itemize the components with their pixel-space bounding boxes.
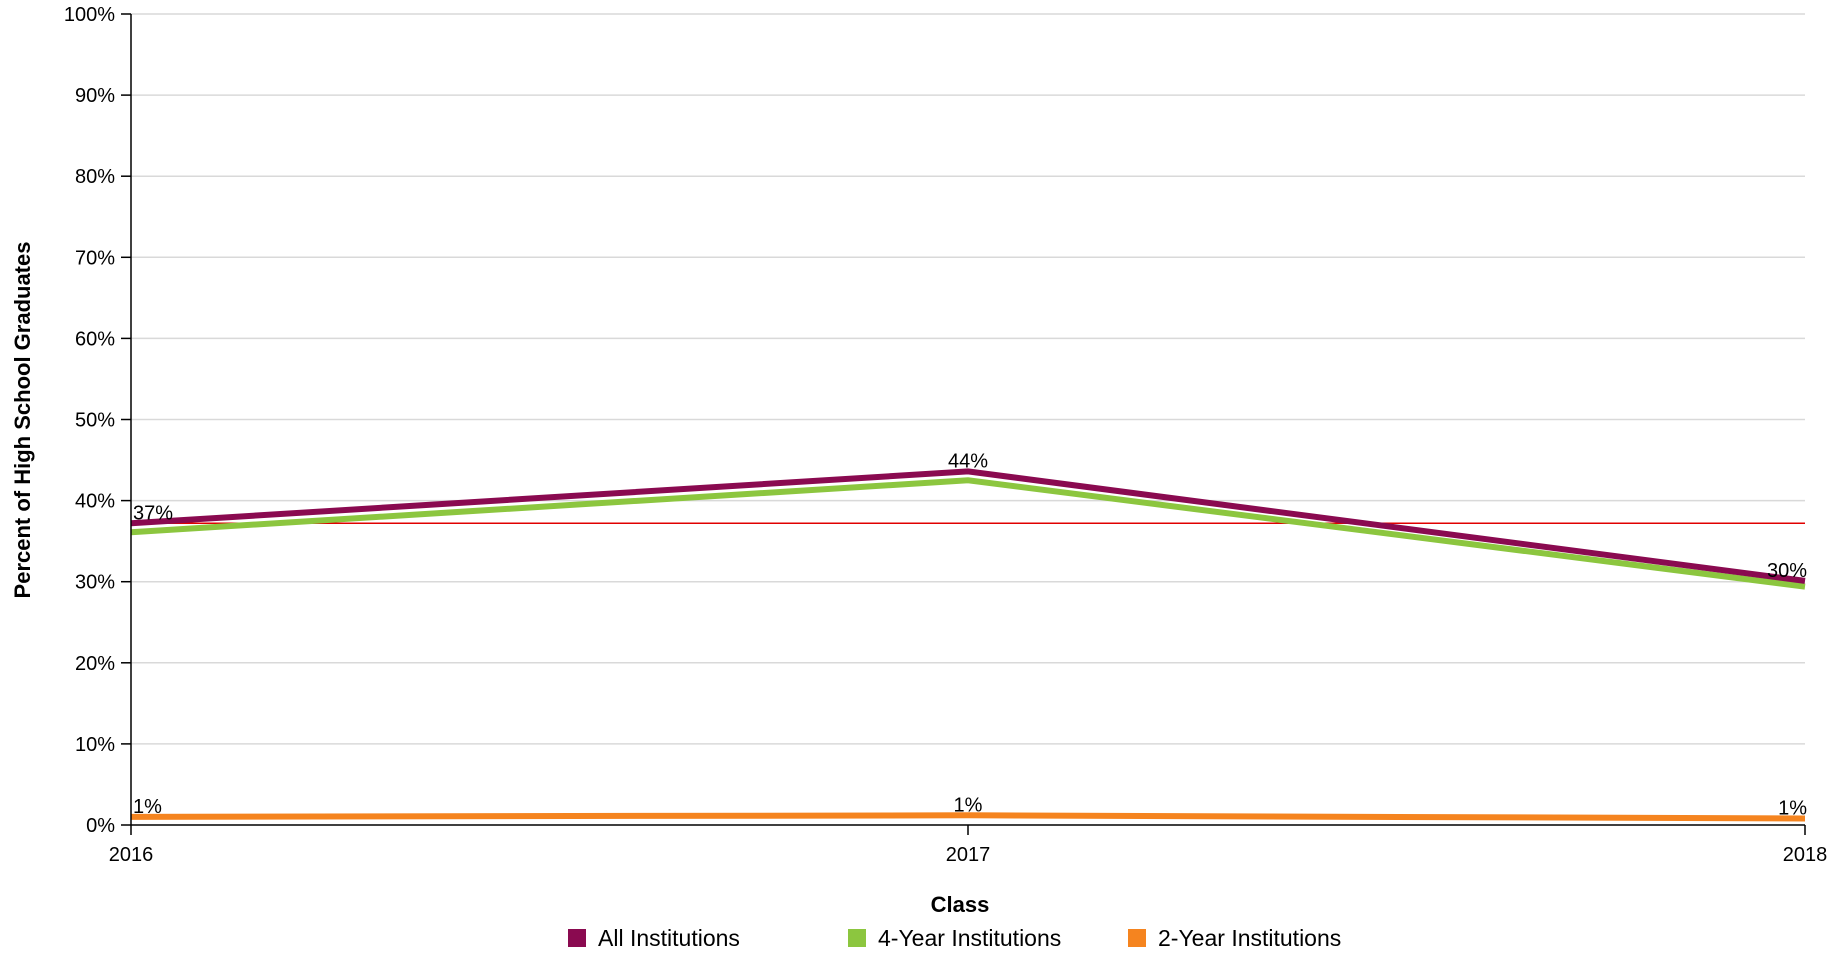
- y-axis-title: Percent of High School Graduates: [10, 242, 35, 599]
- gridlines: [131, 13, 1805, 745]
- y-tick-label: 70%: [75, 247, 115, 269]
- x-tick-label: 2017: [946, 844, 991, 866]
- data-labels: 37% 44% 30% 1% 1% 1%: [133, 450, 1807, 819]
- y-tick-label: 100%: [64, 4, 115, 26]
- y-tick-label: 50%: [75, 410, 115, 432]
- y-tick-label: 60%: [75, 328, 115, 350]
- legend: All Institutions 4-Year Institutions 2-Yea…: [568, 925, 1341, 951]
- y-tick-label: 0%: [86, 815, 115, 837]
- legend-swatch: [1128, 929, 1146, 947]
- series-line: [130, 477, 1806, 590]
- x-tick-label: 2018: [1783, 844, 1828, 866]
- x-axis-ticks: 2016 2017 2018: [109, 825, 1828, 866]
- legend-label: All Institutions: [598, 925, 740, 951]
- data-label: 1%: [1778, 798, 1807, 820]
- y-tick-label: 80%: [75, 166, 115, 188]
- data-label: 1%: [954, 794, 983, 816]
- series-lines: [130, 468, 1806, 822]
- data-label: 30%: [1767, 560, 1807, 582]
- y-axis-ticks: 0% 10% 20% 30% 40% 50% 60% 70% 80% 90% 100%: [64, 4, 131, 837]
- y-tick-label: 30%: [75, 572, 115, 594]
- x-tick-label: 2016: [109, 844, 154, 866]
- data-label: 1%: [133, 796, 162, 818]
- data-label: 44%: [948, 450, 988, 472]
- legend-label: 4-Year Institutions: [878, 925, 1061, 951]
- series-line: [130, 812, 1806, 822]
- legend-swatch: [568, 929, 586, 947]
- legend-swatch: [848, 929, 866, 947]
- data-label: 37%: [133, 502, 173, 524]
- x-axis-title: Class: [931, 892, 990, 917]
- series-line: [130, 468, 1806, 584]
- legend-label: 2-Year Institutions: [1158, 925, 1341, 951]
- y-tick-label: 10%: [75, 734, 115, 756]
- y-tick-label: 20%: [75, 653, 115, 675]
- y-tick-label: 40%: [75, 491, 115, 513]
- y-tick-label: 90%: [75, 85, 115, 107]
